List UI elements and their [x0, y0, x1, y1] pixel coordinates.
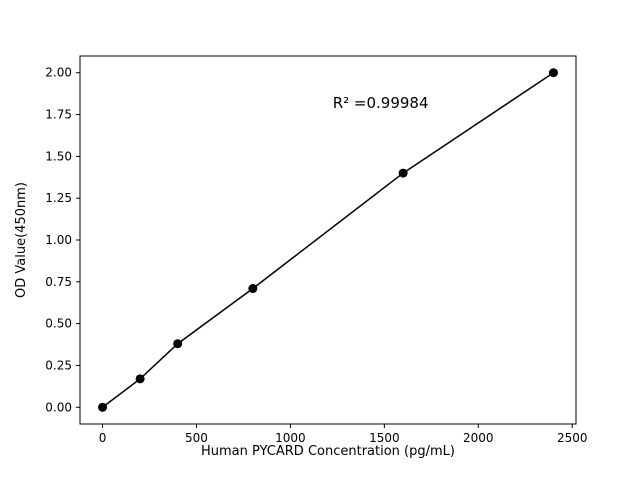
r-squared-annotation: R² =0.99984	[332, 93, 429, 112]
x-axis-label: Human PYCARD Concentration (pg/mL)	[201, 444, 455, 459]
x-tick-label: 0	[99, 431, 107, 445]
data-point	[398, 168, 408, 178]
data-point	[248, 284, 258, 294]
plot-border	[79, 55, 577, 425]
x-tick-label: 500	[185, 431, 208, 445]
x-tick-label: 2500	[557, 431, 588, 445]
x-tick-label: 1500	[369, 431, 400, 445]
data-point	[548, 68, 558, 78]
y-tick-label: 0.50	[45, 317, 72, 331]
y-tick-label: 0.25	[45, 358, 72, 372]
x-tick-label: 1000	[275, 431, 306, 445]
series-line	[102, 72, 554, 408]
y-tick-label: 0.75	[45, 275, 72, 289]
y-tick-label: 1.00	[45, 233, 72, 247]
y-tick-label: 0.00	[45, 400, 72, 414]
y-tick-label: 1.75	[45, 108, 72, 122]
y-axis-label: OD Value(450nm)	[14, 182, 29, 298]
data-point	[135, 374, 145, 384]
y-tick-label: 1.25	[45, 191, 72, 205]
x-tick-label: 2000	[463, 431, 494, 445]
y-tick-label: 2.00	[45, 66, 72, 80]
y-tick-label: 1.50	[45, 149, 72, 163]
data-point	[98, 402, 108, 412]
data-point	[173, 339, 183, 349]
